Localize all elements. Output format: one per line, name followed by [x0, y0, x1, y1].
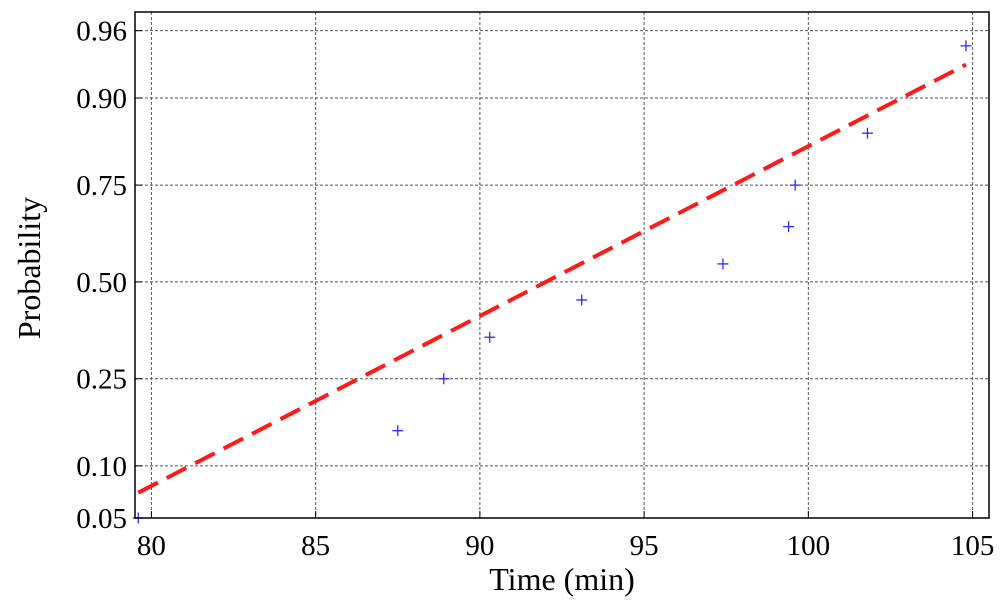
grid-lines [135, 12, 989, 518]
y-tick-label-2: 0.25 [76, 364, 127, 396]
y-tick-label-5: 0.90 [76, 83, 127, 115]
y-axis-label: Probability [11, 197, 47, 339]
fit-line [137, 62, 967, 495]
y-tick-label-4: 0.75 [76, 170, 127, 202]
data-points [132, 40, 972, 524]
x-tick-label-2: 90 [465, 530, 494, 562]
y-tick-label-1: 0.10 [76, 451, 127, 483]
data-point [438, 373, 450, 385]
plot-frame [134, 11, 990, 519]
x-axis-ticks: 80 85 90 95 100 105 [137, 511, 994, 562]
y-tick-label-3: 0.50 [76, 267, 127, 299]
x-tick-label-4: 100 [787, 530, 831, 562]
data-point [717, 258, 729, 270]
data-point [789, 179, 801, 191]
x-axis-label: Time (min) [489, 561, 635, 597]
x-tick-label-5: 105 [951, 530, 995, 562]
data-point [484, 331, 496, 343]
y-axis-ticks: 0.05 0.10 0.25 0.50 0.75 0.90 0.96 [76, 16, 142, 535]
x-tick-label-0: 80 [137, 530, 166, 562]
data-point [783, 221, 795, 233]
fit-line-group [137, 62, 967, 495]
data-point [861, 127, 873, 139]
x-tick-label-1: 85 [301, 530, 330, 562]
data-point [576, 294, 588, 306]
y-tick-label-0: 0.05 [76, 503, 127, 535]
data-point [392, 425, 404, 437]
data-point [960, 40, 972, 52]
y-tick-label-6: 0.96 [76, 16, 127, 48]
x-tick-label-3: 95 [630, 530, 659, 562]
